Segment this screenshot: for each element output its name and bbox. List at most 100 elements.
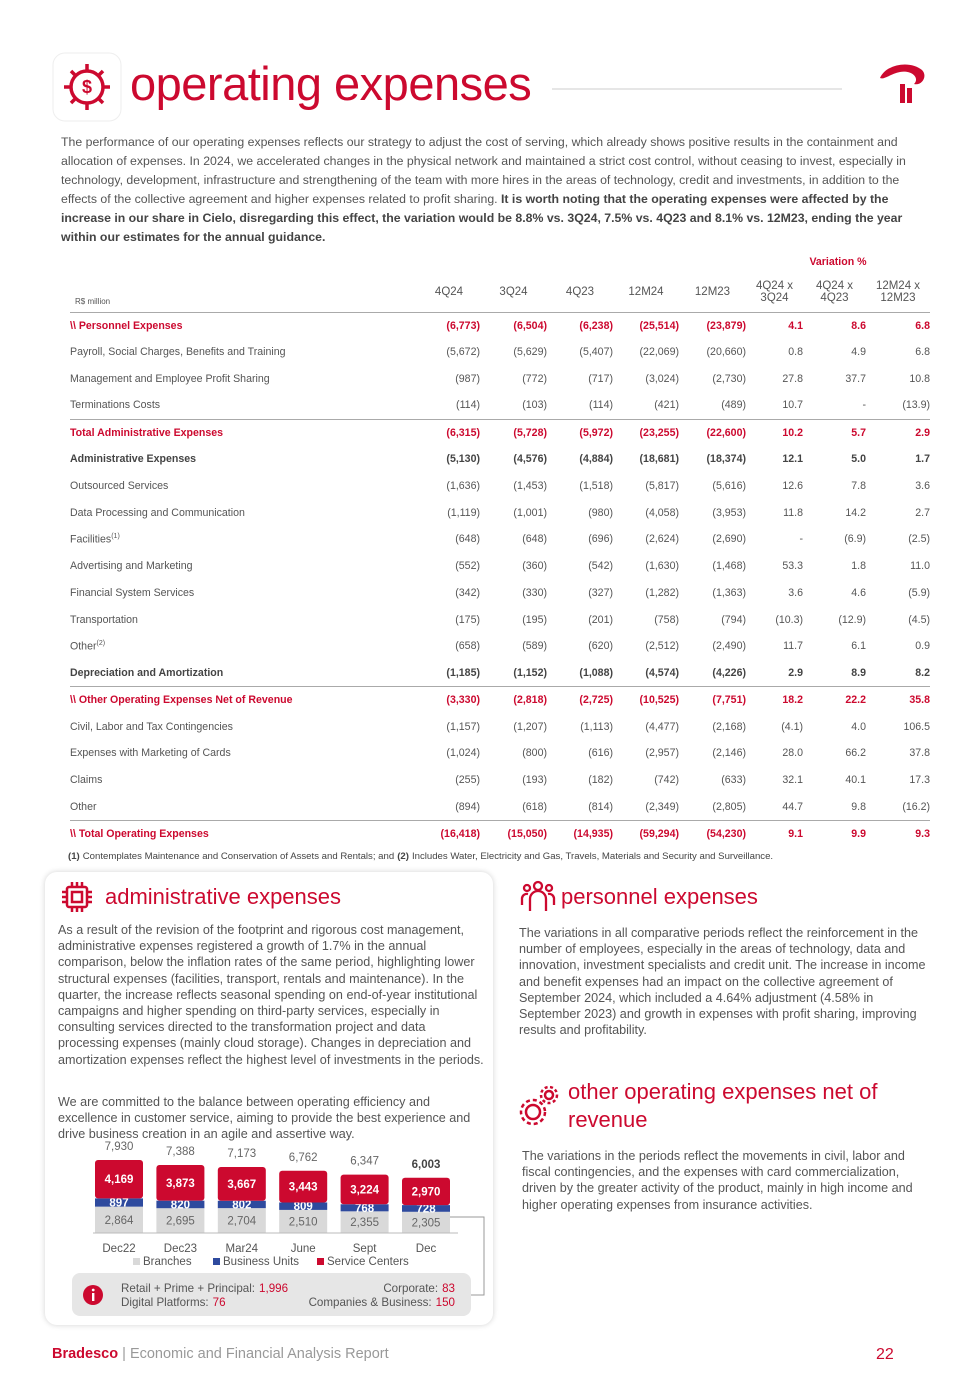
cell: (23,879) [706,319,746,332]
footer-separator: | [122,1346,126,1362]
cell: (758) [654,613,679,626]
page-number: 22 [876,1346,894,1363]
cell: (658) [455,640,480,653]
table-row: Facilities(1) (648) (648) (696) (2,624) (2,69… [70,526,930,553]
row-label-text: \\ Other Operating Expenses Net of Reven… [70,694,293,707]
footnote-text: Contemplates Maintenance and Conservatio… [82,851,395,862]
cell: 1.8 [851,560,866,573]
row-label-text: Administrative Expenses [70,453,196,466]
other-para: The variations in the periods reflect th… [522,1149,913,1212]
cell: 9.9 [851,827,866,840]
cell: 17.3 [909,774,930,787]
cell: 6.8 [915,319,930,332]
note-value: 76 [212,1296,226,1309]
cell: (23,255) [639,426,679,439]
cell: (5,629) [513,346,547,359]
cell: (717) [588,372,613,385]
cell: (894) [418,793,480,821]
admin-title: administrative expenses [105,884,342,909]
legend-label: Business Units [223,1256,299,1268]
table-row: Depreciation and Amortization (1,185) (1,1… [70,659,930,687]
bar-segment [402,1205,450,1212]
cell: (589) [522,640,547,653]
cell: (103) [480,392,547,420]
bar-total-label: 6,003 [412,1159,441,1171]
footnote-text: Includes Water, Electricity and Gas, Tra… [411,851,774,862]
footnotes: (1) Contemplates Maintenance and Conserva… [68,851,773,862]
cell: 9.3 [915,827,930,840]
note-value: 1,996 [259,1282,289,1295]
row-label-text: Transportation [70,613,138,626]
cell: (5,130) [446,453,480,466]
cell: 66.2 [845,747,866,760]
table-row: Payroll, Social Charges, Benefits and Tr… [70,339,930,366]
cell: 27.8 [782,372,803,385]
cell: (10,525) [639,694,679,707]
footnote-mark: (1) [68,851,80,862]
cell: (4.1) [781,720,803,733]
cell: 10.7 [746,392,803,420]
cell: (2,730) [712,372,746,385]
bar-segment [217,1200,266,1209]
cell: (5,728) [513,426,547,439]
cell: 4.0 [851,720,866,733]
bracket [450,1216,485,1296]
cell: (1,152) [480,659,547,687]
x-tick-label: Mar24 [225,1243,258,1255]
note-item: Corporate: 83 [383,1282,455,1295]
cell: (772) [522,372,547,385]
bar-segment [95,1206,143,1233]
row-note: (1) [111,533,120,541]
note-value: 83 [442,1282,455,1295]
cell: 40.1 [845,774,866,787]
row-label-text: Terminations Costs [70,399,161,412]
cell: 14.2 [845,506,866,519]
page-title: operating expenses [130,57,532,110]
cell: (25,514) [639,319,679,332]
cell: (1,157) [446,720,480,733]
row-label: \\ Other Operating Expenses Net of Reven… [70,687,418,714]
cell: (182) [588,774,613,787]
column-header: 4Q23 [547,272,613,313]
cell: (5,407) [579,346,613,359]
cell: 106.5 [903,720,930,733]
cell: (2,349) [613,793,679,821]
cell: 10.8 [909,372,930,385]
cell: 11.0 [910,560,930,573]
column-header: 12M24 [613,272,679,313]
admin-para: As a result of the revision of the footp… [58,923,484,1067]
cell: 5.0 [851,453,866,466]
cell: (1,453) [513,479,547,492]
bar-total-label: 7,388 [166,1146,195,1158]
cell: (814) [547,793,613,821]
row-label: Transportation [70,606,418,633]
cell: 53.3 [782,560,803,573]
table-row: Terminations Costs (114) (103) (114) (421) (4… [70,392,930,420]
table-row: \\ Total Operating Expenses (16,418) (15,0… [70,820,930,847]
chip-icon [62,882,92,912]
row-label: \\ Total Operating Expenses [70,820,418,847]
cell: (4,477) [645,720,679,733]
bar-total-label: 7,173 [227,1148,256,1160]
row-label: Other(2) [70,633,418,660]
cell: 4.9 [851,346,866,359]
bar-segment [95,1160,143,1199]
row-label-text: Financial System Services [70,586,195,599]
cell: (542) [588,560,613,573]
cell: (5,616) [712,479,746,492]
cell: (1,207) [513,720,547,733]
x-tick-label: Dec22 [102,1243,135,1255]
table-row: Other (894) (618) (814) (2,349) (2,805) 44.7 9.… [70,793,930,821]
bar-value-label: 3,224 [350,1184,379,1196]
cell: (1,468) [712,560,746,573]
cell: (3,953) [712,506,746,519]
bar-segment [340,1174,389,1205]
cell: (648) [455,533,480,546]
row-label: Administrative Expenses [70,446,418,473]
cell: (3,024) [645,372,679,385]
cell: (1,630) [645,560,679,573]
cell: - [803,392,866,420]
cell: (4,884) [579,453,613,466]
